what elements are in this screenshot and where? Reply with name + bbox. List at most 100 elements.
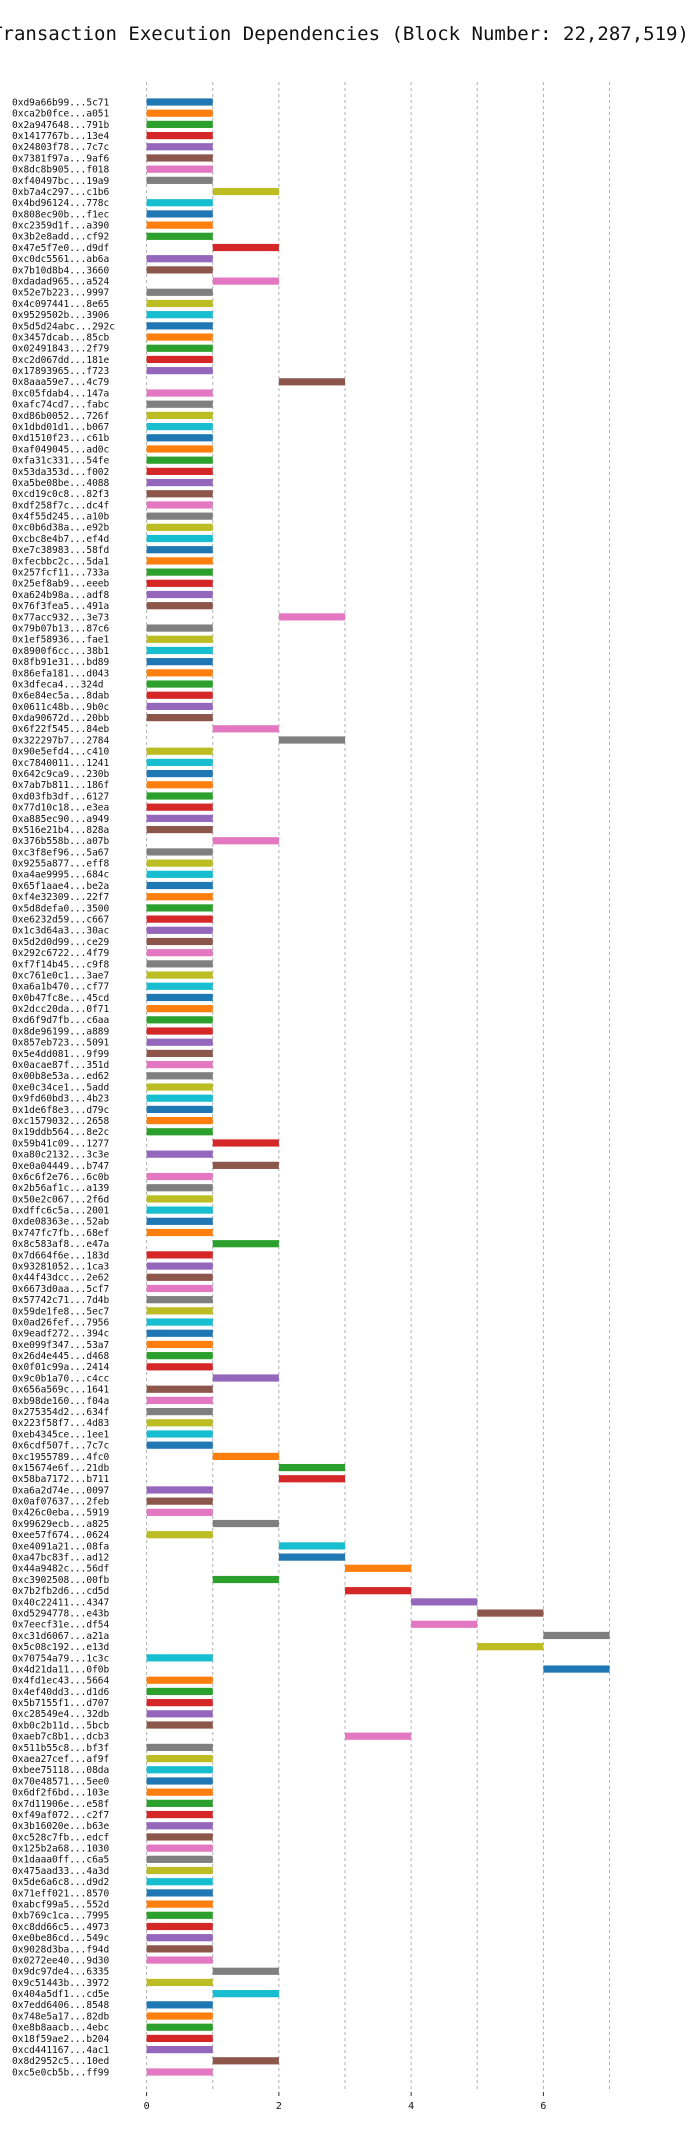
transaction-label: 0x00b8e53a...ed62 — [12, 1071, 109, 1082]
transaction-label: 0x3dfeca4...324d — [12, 679, 104, 690]
transaction-bar — [146, 568, 213, 576]
transaction-label: 0xa47bc83f...ad12 — [12, 1553, 109, 1564]
transaction-label: 0x44f43dcc...2e62 — [12, 1273, 109, 1284]
transaction-label: 0xdffc6c5a...2001 — [12, 1206, 110, 1217]
transaction-label: 0x9fd60bd3...4b23 — [12, 1094, 109, 1105]
transaction-bar — [146, 1262, 213, 1270]
transaction-bar — [278, 613, 346, 621]
transaction-label: 0x9c0b1a70...c4cc — [12, 1373, 109, 1384]
transaction-label: 0xb7a4c297...c1b6 — [12, 187, 110, 198]
transaction-label: 0x6df2f6bd...103e — [12, 1788, 110, 1799]
transaction-bar — [146, 1385, 213, 1393]
transaction-label: 0x6cdf507f...7c7c — [12, 1441, 109, 1452]
transaction-label: 0xc0b6d38a...e92b — [12, 523, 110, 534]
transaction-label: 0x26d4e445...d468 — [12, 1351, 110, 1362]
transaction-bar — [212, 2057, 279, 2065]
transaction-label: 0x1ef58936...fae1 — [12, 635, 110, 646]
transaction-label: 0x7b10d8b4...3660 — [12, 265, 110, 276]
transaction-label: 0x223f58f7...4d83 — [12, 1418, 109, 1429]
transaction-bar — [146, 288, 213, 296]
transaction-bar — [146, 680, 213, 688]
transaction-bar — [146, 937, 213, 946]
transaction-label: 0x642c9ca9...230b — [12, 769, 110, 780]
transaction-bar — [278, 736, 346, 744]
transaction-label: 0x275354d2...634f — [12, 1407, 109, 1418]
transaction-label: 0xc28549e4...32db — [12, 1709, 110, 1720]
transaction-label: 0x77acc932...3e73 — [12, 612, 109, 623]
transaction-bar — [146, 658, 213, 666]
transaction-label: 0x99629ecb...a825 — [12, 1519, 109, 1530]
transaction-label: 0x0af07637...2feb — [12, 1497, 110, 1508]
transaction-label: 0x76f3fea5...491a — [12, 601, 109, 612]
transaction-label: 0x59de1fe8...5ec7 — [12, 1306, 109, 1317]
transaction-label: 0x70754a79...1c3c — [12, 1653, 109, 1664]
transaction-bar — [146, 1195, 213, 1203]
transaction-bar — [146, 1721, 213, 1729]
transaction-bar — [146, 1172, 213, 1181]
transaction-label: 0xa4ae9995...684c — [12, 870, 109, 881]
transaction-label: 0x1dbd01d1...b067 — [12, 422, 109, 433]
transaction-bar — [146, 781, 213, 789]
transaction-bar — [477, 1609, 544, 1617]
transaction-bar — [146, 1061, 213, 1069]
transaction-bar — [146, 389, 213, 397]
transaction-bar — [212, 1575, 279, 1584]
transaction-label: 0x1c3d64a3...30ac — [12, 926, 109, 937]
transaction-label: 0xcd19c0c8...82f3 — [12, 489, 109, 500]
transaction-label: 0x747fc7fb...68ef — [12, 1228, 109, 1239]
transaction-bar — [212, 1452, 279, 1460]
transaction-bar — [146, 971, 213, 979]
transaction-bar — [212, 187, 279, 196]
transaction-label: 0x77d10c18...e3ea — [12, 803, 109, 814]
transaction-label: 0x9255a877...eff8 — [12, 859, 110, 870]
transaction-label: 0x1daaa0ff...c6a5 — [12, 1855, 109, 1866]
transaction-bar — [146, 255, 213, 263]
transaction-bar — [146, 1217, 213, 1225]
transaction-bar — [146, 98, 213, 106]
transaction-label: 0x257fcf11...733a — [12, 568, 109, 579]
transaction-bar — [278, 378, 346, 386]
transaction-bar — [146, 322, 213, 330]
transaction-label: 0xa6a1b470...cf77 — [12, 982, 109, 993]
transaction-bar — [146, 1049, 213, 1058]
transaction-bar — [146, 1128, 213, 1136]
transaction-bar — [411, 1598, 478, 1606]
transaction-label: 0xe0a04449...b747 — [12, 1161, 109, 1172]
transaction-label: 0x857eb723...5091 — [12, 1038, 110, 1049]
transaction-bar — [146, 1508, 213, 1516]
transaction-bar — [146, 311, 213, 319]
transaction-label: 0x0611c48b...9b0c — [12, 702, 109, 713]
transaction-bar — [146, 143, 213, 151]
transaction-label: 0x59b41c09...1277 — [12, 1138, 109, 1149]
transaction-bar — [146, 1307, 213, 1315]
transaction-bar — [146, 2034, 213, 2043]
transaction-label: 0x6c6f2e76...6c0b — [12, 1172, 110, 1183]
transaction-bar — [146, 1486, 213, 1494]
transaction-bar — [146, 1497, 213, 1505]
transaction-label: 0xa885ec90...a949 — [12, 814, 110, 825]
transaction-bar — [146, 512, 213, 520]
transaction-label: 0x5e4dd081...9f99 — [12, 1049, 110, 1060]
transaction-bar — [146, 1855, 213, 1863]
transaction-label: 0x475aad33...4a3d — [12, 1866, 109, 1877]
transaction-bar — [146, 165, 213, 173]
transaction-label: 0xf49af072...c2f7 — [12, 1810, 109, 1821]
transaction-label: 0xc05fdab4...147a — [12, 388, 109, 399]
transaction-label: 0xc31d6067...a21a — [12, 1631, 109, 1642]
transaction-label: 0x9eadf272...394c — [12, 1329, 109, 1340]
transaction-label: 0x8aaa59e7...4c79 — [12, 377, 110, 388]
transaction-bar — [146, 1296, 213, 1304]
transaction-bar — [146, 232, 213, 240]
transaction-label: 0x322297b7...2784 — [12, 735, 110, 746]
transaction-label: 0xabcf99a5...552d — [12, 1900, 109, 1911]
transaction-bar — [146, 411, 213, 420]
transaction-bar — [146, 870, 213, 878]
transaction-bar — [146, 747, 213, 755]
transaction-bar — [146, 1318, 213, 1326]
transaction-label: 0xc3f8ef96...5a67 — [12, 847, 109, 858]
transaction-bar — [146, 344, 213, 352]
transaction-label: 0x2dcc20da...0f71 — [12, 1004, 110, 1015]
transaction-label: 0xee57f674...0624 — [12, 1530, 110, 1541]
transaction-bar — [146, 2023, 213, 2031]
transaction-bar — [146, 1150, 213, 1158]
